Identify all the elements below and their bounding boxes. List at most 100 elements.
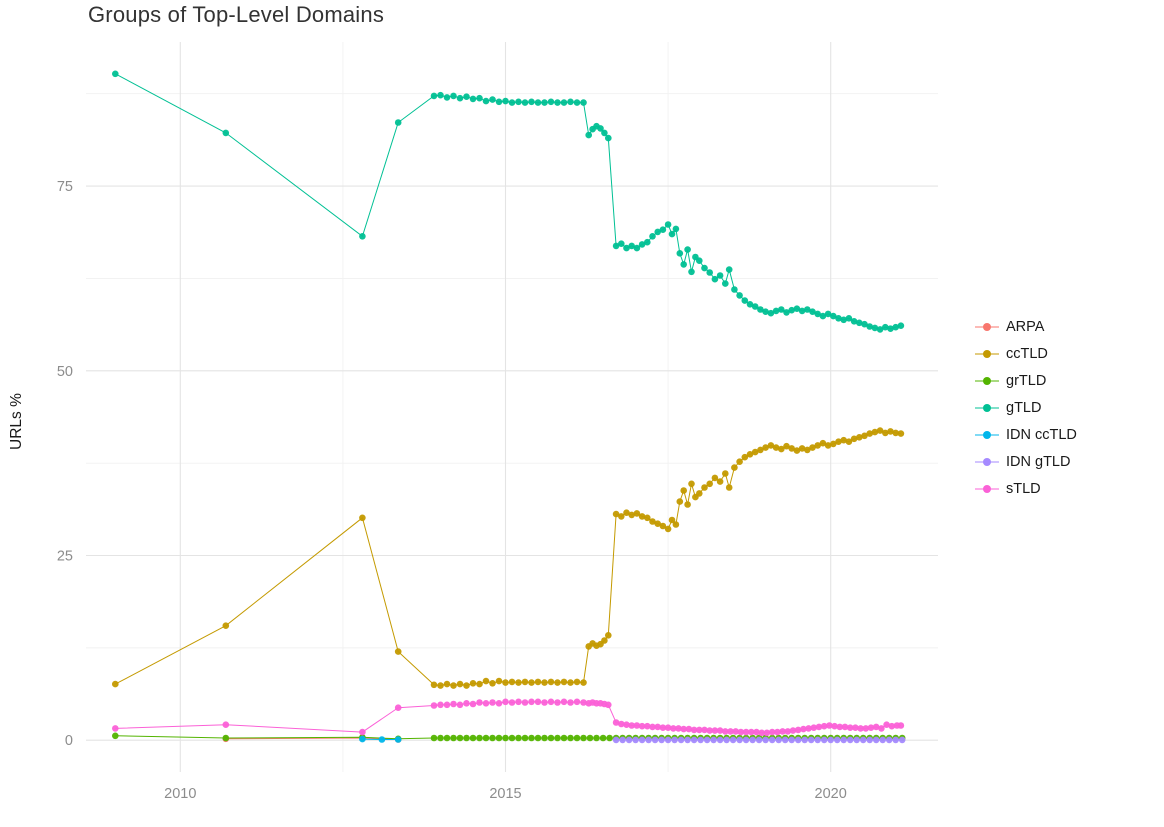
data-point-cctld — [628, 511, 635, 519]
data-point-idn-gtld — [684, 736, 691, 744]
data-point-gtld — [778, 306, 785, 313]
data-point-idn-gtld — [755, 736, 763, 744]
data-point-cctld — [757, 446, 764, 454]
data-point-grtld — [489, 734, 496, 742]
data-point-stld — [888, 722, 896, 730]
data-point-gtld — [736, 292, 743, 299]
data-point-stld — [437, 701, 444, 709]
data-point-gtld — [688, 268, 695, 276]
data-point-stld — [846, 724, 854, 731]
data-point-gtld — [489, 96, 496, 103]
data-point-cctld — [696, 490, 703, 497]
data-point-idn-gtld — [749, 736, 756, 744]
legend-label-grtld: grTLD — [1006, 373, 1047, 389]
data-point-stld — [112, 725, 119, 732]
data-point-cctld — [876, 427, 884, 434]
data-point-cctld — [736, 458, 743, 466]
data-point-stld — [794, 726, 802, 734]
data-point-cctld — [521, 678, 529, 686]
data-point-gtld — [861, 320, 868, 328]
data-point-stld — [685, 725, 693, 733]
data-point-cctld — [706, 480, 713, 488]
data-point-idn-gtld — [638, 736, 646, 744]
data-point-gtld — [798, 307, 806, 315]
data-point-stld — [711, 727, 719, 734]
data-point-idn-gtld — [879, 736, 886, 744]
data-point-stld — [763, 729, 771, 737]
data-point-gtld — [521, 99, 529, 106]
data-point-stld — [737, 728, 745, 736]
data-point-stld — [826, 722, 833, 729]
data-point-cctld — [541, 679, 548, 686]
data-point-gtld — [751, 303, 759, 310]
data-point-stld — [716, 727, 724, 734]
data-point-gtld — [605, 134, 612, 142]
data-point-gtld — [824, 310, 832, 318]
data-point-idn-gtld — [794, 736, 802, 744]
data-point-grtld — [606, 734, 613, 742]
data-point-idn-gtld — [833, 736, 841, 744]
data-point-stld — [897, 722, 905, 729]
data-point-stld — [547, 698, 555, 706]
data-point-grtld — [443, 734, 451, 742]
data-point-stld — [623, 721, 630, 728]
data-point-stld — [867, 724, 875, 731]
data-point-idn-gtld — [625, 736, 633, 744]
data-point-gtld — [746, 301, 754, 308]
data-point-stld — [774, 728, 781, 736]
data-point-cctld — [871, 428, 879, 436]
data-point-cctld — [866, 430, 873, 437]
data-point-gtld — [618, 240, 625, 247]
data-point-cctld — [482, 677, 490, 685]
data-point-stld — [573, 698, 581, 706]
data-point-gtld — [638, 241, 646, 248]
data-point-idn-gtld — [645, 736, 652, 744]
data-point-stld — [836, 723, 844, 731]
data-point-gtld — [508, 99, 516, 106]
data-point-grtld — [586, 734, 594, 742]
data-point-idn-gtld — [898, 736, 906, 744]
data-point-gtld — [725, 266, 733, 273]
data-point-stld — [680, 725, 687, 733]
data-point-gtld — [580, 99, 587, 106]
data-point-stld — [508, 699, 516, 706]
legend-item-gtld: gTLD — [972, 397, 1077, 419]
data-point-gtld — [597, 125, 604, 132]
data-point-cctld — [618, 513, 625, 520]
data-point-cctld — [824, 442, 832, 449]
data-point-gtld — [567, 98, 574, 106]
data-point-idn-gtld — [619, 736, 626, 744]
data-point-stld — [758, 729, 765, 737]
data-point-cctld — [222, 622, 230, 629]
data-point-idn-gtld — [658, 736, 665, 744]
data-point-gtld — [654, 228, 661, 236]
legend-key-icon-cctld — [975, 350, 999, 358]
data-point-cctld — [725, 484, 733, 491]
data-point-gtld — [840, 316, 847, 324]
data-point-gtld — [585, 131, 592, 139]
data-point-idn-gtld — [892, 736, 899, 744]
data-point-cctld — [450, 682, 457, 689]
data-point-cctld — [664, 525, 672, 533]
data-point-idn-gtld — [677, 736, 685, 744]
data-point-stld — [450, 700, 457, 708]
data-point-gtld — [716, 272, 724, 279]
data-point-stld — [857, 725, 864, 732]
data-point-stld — [469, 700, 477, 708]
data-point-cctld — [845, 438, 853, 446]
data-point-stld — [862, 725, 870, 732]
data-point-gtld — [534, 99, 542, 106]
data-point-gtld — [757, 306, 764, 313]
data-point-stld — [515, 698, 522, 706]
data-point-gtld — [476, 94, 483, 102]
data-point-cctld — [850, 435, 858, 443]
legend-key-icon-idn-cctld — [975, 431, 999, 439]
data-point-gtld — [762, 308, 769, 316]
data-point-grtld — [521, 734, 529, 742]
data-point-gtld — [443, 94, 451, 101]
data-point-stld — [443, 701, 451, 709]
data-point-cctld — [394, 648, 402, 655]
legend-label-stld: sTLD — [1006, 481, 1041, 497]
data-point-cctld — [649, 518, 656, 525]
data-point-cctld — [793, 447, 801, 454]
